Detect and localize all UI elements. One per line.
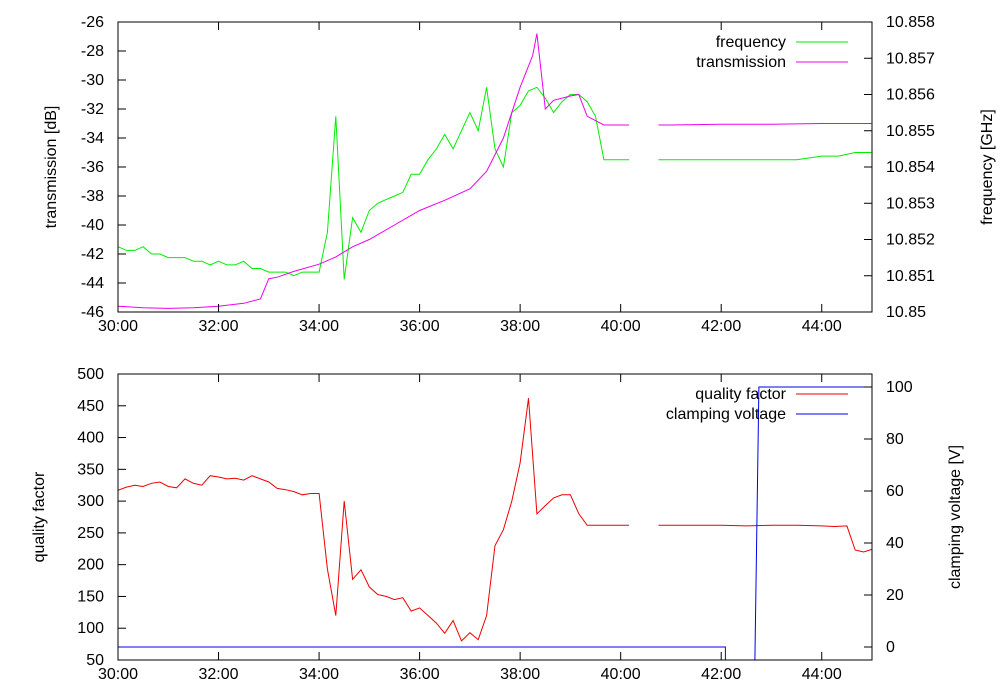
x-tick-label: 42:00 (701, 666, 741, 683)
top-chart-transmission-frequency: 30:00 32:00 34:00 36:00 38:00 40:00 42:00 44:00… (43, 14, 996, 335)
x-tick-label: 38:00 (500, 666, 540, 683)
x-tick-label: 42:00 (701, 318, 741, 335)
y-right-tick-label: 60 (886, 483, 904, 500)
y-left-tick-label: -28 (81, 43, 104, 60)
y-right-tick-label: 20 (886, 587, 904, 604)
y-left-tick-label: 400 (77, 430, 104, 447)
y-right-tick-label: 40 (886, 535, 904, 552)
x-tick-label: 32:00 (199, 666, 239, 683)
y-left-tick-label: -34 (81, 130, 104, 147)
y-left-tick-label: 150 (77, 588, 104, 605)
y-right-tick-label: 10.854 (886, 159, 935, 176)
y-left-tick-label: -26 (81, 14, 104, 31)
series-quality-factor-line (118, 398, 872, 642)
y-left-tick-label: 500 (77, 366, 104, 383)
x-tick-label: 38:00 (500, 318, 540, 335)
y-left-tick-label: -40 (81, 217, 104, 234)
legend-label: frequency (716, 34, 786, 51)
y-right-tick-label: 10.85 (886, 304, 926, 321)
y-right-tick-label: 10.852 (886, 232, 935, 249)
y-left-tick-label: -46 (81, 304, 104, 321)
x-tick-label: 34:00 (299, 318, 339, 335)
y-left-tick-label: -32 (81, 101, 104, 118)
y-left-tick-label: 300 (77, 493, 104, 510)
legend-label: quality factor (695, 386, 786, 403)
y-right-tick-label: 10.853 (886, 195, 935, 212)
y-left-tick-label: 200 (77, 557, 104, 574)
x-tick-label: 44:00 (802, 666, 842, 683)
y-left-tick-label: 250 (77, 525, 104, 542)
y-left-tick-label: -42 (81, 246, 104, 263)
plot-frame (117, 373, 873, 661)
y-left-axis-label: transmission [dB] (43, 106, 60, 229)
y-right-tick-label: 10.851 (886, 268, 935, 285)
y-right-tick-label: 10.856 (886, 87, 935, 104)
y-right-axis-label: clamping voltage [V] (947, 445, 964, 589)
y-left-tick-label: -36 (81, 159, 104, 176)
y-left-tick-label: -38 (81, 188, 104, 205)
x-tick-label: 40:00 (601, 318, 641, 335)
y-left-tick-label: 50 (86, 652, 104, 669)
y-right-axis-label: frequency [GHz] (979, 109, 996, 225)
y-right-tick-label: 0 (886, 639, 895, 656)
x-tick-label: 30:00 (98, 666, 138, 683)
x-tick-label: 36:00 (400, 318, 440, 335)
series-transmission-line (118, 33, 872, 309)
y-left-axis-label: quality factor (31, 471, 48, 562)
legend-label: clamping voltage (666, 406, 786, 423)
x-tick-label: 32:00 (199, 318, 239, 335)
y-left-tick-label: -44 (81, 275, 104, 292)
series-clamping-voltage-line (118, 386, 872, 660)
x-tick-label: 34:00 (299, 666, 339, 683)
y-left-tick-label: 100 (77, 620, 104, 637)
y-right-tick-label: 100 (886, 379, 913, 396)
x-tick-label: 36:00 (400, 666, 440, 683)
x-tick-label: 40:00 (601, 666, 641, 683)
y-left-tick-label: 450 (77, 398, 104, 415)
x-tick-label: 30:00 (98, 318, 138, 335)
y-right-tick-label: 10.858 (886, 14, 935, 31)
series-frequency-line (118, 86, 872, 280)
legend-label: transmission (696, 54, 786, 71)
y-right-tick-label: 10.855 (886, 123, 935, 140)
bottom-chart-quality-clamping: 30:00 32:00 34:00 36:00 38:00 40:00 42:00 44:00… (31, 366, 964, 683)
y-right-tick-label: 10.857 (886, 50, 935, 67)
x-tick-label: 44:00 (802, 318, 842, 335)
y-right-tick-label: 80 (886, 431, 904, 448)
y-left-tick-label: 350 (77, 461, 104, 478)
y-left-tick-label: -30 (81, 72, 104, 89)
